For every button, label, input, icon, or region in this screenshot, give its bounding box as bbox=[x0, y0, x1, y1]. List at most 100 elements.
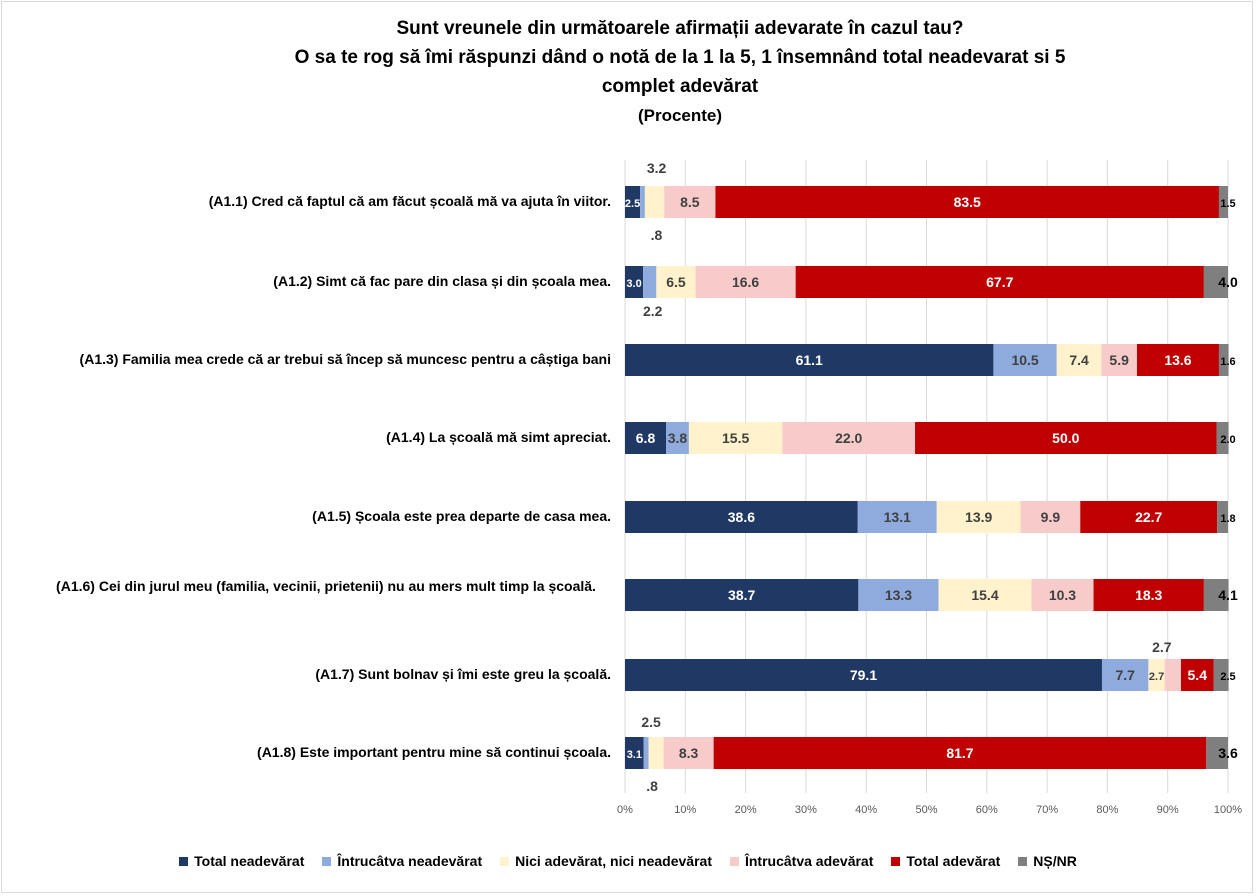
bar-segment bbox=[857, 501, 937, 533]
data-label: 4.1 bbox=[1218, 587, 1238, 603]
bar-segment bbox=[936, 501, 1021, 533]
bar-segment bbox=[782, 422, 916, 454]
data-label: 5.9 bbox=[1109, 352, 1129, 368]
category-label: (A1.3) Familia mea crede că ar trebui să… bbox=[79, 351, 611, 367]
bar-segment bbox=[625, 737, 644, 769]
bar-segment bbox=[1020, 501, 1081, 533]
data-label: 79.1 bbox=[850, 667, 877, 683]
x-tick-label: 100% bbox=[1214, 804, 1242, 816]
x-tick-label: 80% bbox=[1096, 804, 1118, 816]
category-label: (A1.6) Cei din jurul meu (familia, vecin… bbox=[56, 578, 596, 594]
data-label: 1.6 bbox=[1220, 356, 1235, 368]
data-label: 3.6 bbox=[1218, 745, 1238, 761]
data-label: 67.7 bbox=[986, 274, 1013, 290]
bar-segment bbox=[1218, 344, 1229, 376]
bar-segment bbox=[664, 186, 716, 218]
legend-swatch bbox=[500, 856, 510, 866]
legend-label: NȘ/NR bbox=[1033, 853, 1077, 869]
data-label: 83.5 bbox=[954, 194, 981, 210]
data-label: 4.0 bbox=[1218, 274, 1238, 290]
category-label: (A1.4) La școală mă simt apreciat. bbox=[386, 429, 611, 445]
bar-segment bbox=[915, 422, 1217, 454]
data-label: 2.5 bbox=[625, 198, 640, 210]
data-label: 5.4 bbox=[1188, 667, 1208, 683]
bar-segment bbox=[643, 737, 649, 769]
x-tick-label: 70% bbox=[1036, 804, 1058, 816]
bar-segment bbox=[1180, 659, 1214, 691]
bar-segment bbox=[644, 186, 665, 218]
bar-segment bbox=[625, 344, 994, 376]
data-label: 6.5 bbox=[666, 274, 686, 290]
bar-segment bbox=[1056, 344, 1102, 376]
data-label: 3.0 bbox=[626, 278, 641, 290]
data-label: 10.3 bbox=[1049, 587, 1076, 603]
bar-segment bbox=[1080, 501, 1218, 533]
chart-title: Sunt vreunele din următoarele afirmații … bbox=[396, 18, 964, 39]
data-label: 3.2 bbox=[647, 160, 667, 176]
bar-segment bbox=[1203, 579, 1229, 611]
category-label: (A1.2) Simt că fac pare din clasa și din… bbox=[273, 273, 611, 289]
chart-legend: Total neadevărat Întrucâtva neadevărat Nic… bbox=[0, 853, 1256, 869]
data-label: 10.5 bbox=[1011, 352, 1038, 368]
data-label: 1.5 bbox=[1220, 198, 1235, 210]
bar-segment bbox=[1216, 422, 1229, 454]
data-label: 8.5 bbox=[680, 194, 700, 210]
data-label: 2.7 bbox=[1149, 671, 1164, 683]
bar-segment bbox=[656, 266, 696, 298]
legend-item: Întrucâtva neadevărat bbox=[322, 853, 482, 869]
bar-segment bbox=[1093, 579, 1204, 611]
bar-segment bbox=[1164, 659, 1181, 691]
data-label: 3.1 bbox=[627, 749, 642, 761]
bar-segment bbox=[715, 186, 1219, 218]
bar-segment bbox=[1206, 737, 1228, 769]
data-label: 13.1 bbox=[884, 509, 911, 525]
x-tick-label: 40% bbox=[855, 804, 877, 816]
category-label: (A1.1) Cred că faptul că am făcut școală… bbox=[208, 193, 611, 209]
data-label: 13.3 bbox=[885, 587, 912, 603]
legend-label: Întrucâtva neadevărat bbox=[337, 853, 483, 869]
bar-segment bbox=[1031, 579, 1094, 611]
category-label: (A1.8) Este important pentru mine să con… bbox=[257, 744, 611, 760]
data-label: 2.5 bbox=[1220, 671, 1235, 683]
bar-segment bbox=[666, 422, 689, 454]
bar-segment bbox=[1136, 344, 1219, 376]
data-label: 7.4 bbox=[1069, 352, 1089, 368]
data-label: 38.7 bbox=[728, 587, 755, 603]
data-label: 15.4 bbox=[971, 587, 998, 603]
legend-swatch bbox=[891, 856, 901, 866]
bar-segment bbox=[1101, 344, 1137, 376]
data-label: 50.0 bbox=[1052, 430, 1079, 446]
x-tick-label: 50% bbox=[915, 804, 937, 816]
chart-subtitle-line-3: complet adevărat bbox=[601, 76, 759, 97]
data-label: 22.7 bbox=[1135, 509, 1162, 525]
bar-segment bbox=[993, 344, 1057, 376]
data-label: 1.8 bbox=[1220, 513, 1235, 525]
chart-subtitle-units: (Procente) bbox=[637, 106, 723, 125]
data-label: .8 bbox=[651, 227, 663, 243]
data-label: 22.0 bbox=[835, 430, 862, 446]
data-label: 2.0 bbox=[1220, 434, 1235, 446]
bar-segment bbox=[695, 266, 796, 298]
legend-item: NȘ/NR bbox=[1018, 853, 1077, 869]
bar-segment bbox=[625, 266, 644, 298]
x-tick-label: 10% bbox=[674, 804, 696, 816]
data-label: 81.7 bbox=[946, 745, 973, 761]
bar-segment bbox=[688, 422, 783, 454]
legend-item: Întrucâtva adevărat bbox=[729, 853, 873, 869]
data-label: 16.6 bbox=[732, 274, 759, 290]
bar-segment bbox=[1101, 659, 1149, 691]
bar-segment bbox=[625, 186, 641, 218]
legend-swatch bbox=[729, 856, 739, 866]
data-label: 6.8 bbox=[636, 430, 656, 446]
data-label: 3.8 bbox=[668, 430, 688, 446]
category-label: (A1.5) Școala este prea departe de casa … bbox=[312, 508, 611, 524]
legend-label: Nici adevărat, nici neadevărat bbox=[515, 853, 712, 869]
x-tick-label: 30% bbox=[795, 804, 817, 816]
data-label: 61.1 bbox=[796, 352, 823, 368]
bar-segment bbox=[625, 422, 666, 454]
legend-item: Total adevărat bbox=[891, 853, 1000, 869]
bar-segment bbox=[640, 186, 645, 218]
data-label: 18.3 bbox=[1135, 587, 1162, 603]
